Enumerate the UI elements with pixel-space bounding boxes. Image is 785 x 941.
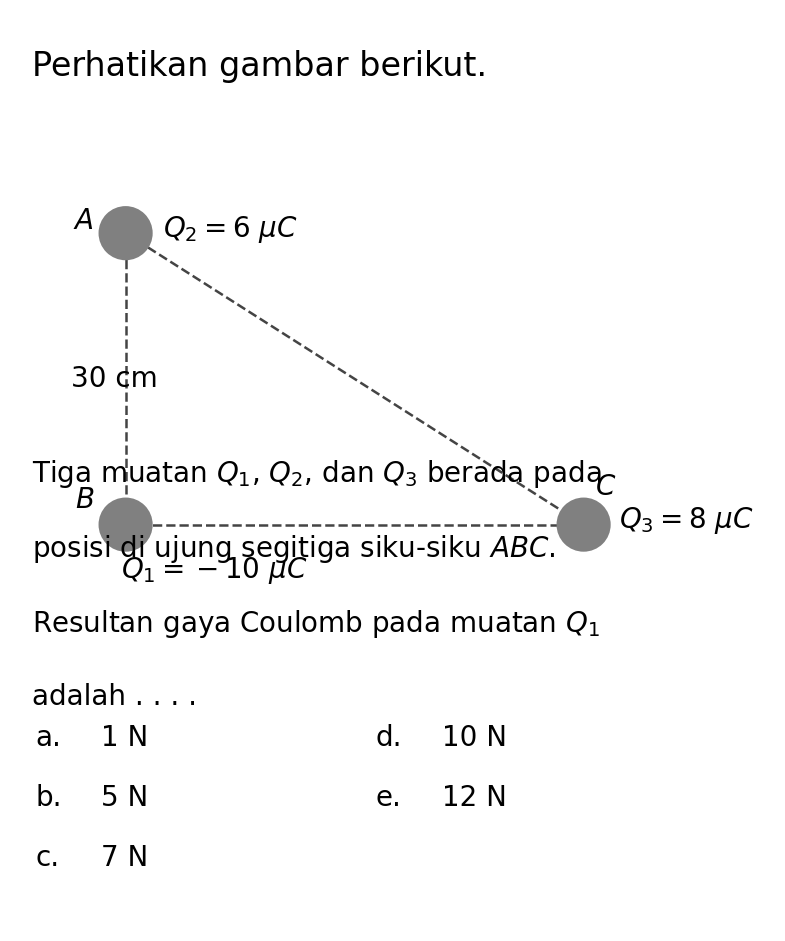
Text: 5 N: 5 N — [100, 785, 148, 812]
Point — [577, 518, 590, 533]
Text: c.: c. — [35, 844, 60, 872]
Text: posisi di ujung segitiga siku-siku $ABC$.: posisi di ujung segitiga siku-siku $ABC$… — [32, 533, 556, 565]
Text: $Q_1 = -10\ \mu C$: $Q_1 = -10\ \mu C$ — [122, 555, 308, 586]
Point — [119, 226, 132, 241]
Text: d.: d. — [375, 725, 402, 753]
Text: 10 N: 10 N — [442, 725, 507, 753]
Text: Tiga muatan $Q_1$, $Q_2$, dan $Q_3$ berada pada: Tiga muatan $Q_1$, $Q_2$, dan $Q_3$ bera… — [32, 458, 602, 490]
Text: b.: b. — [35, 785, 62, 812]
Text: B: B — [75, 486, 94, 514]
Text: 12 N: 12 N — [442, 785, 507, 812]
Point — [119, 518, 132, 533]
Text: A: A — [75, 207, 94, 234]
Text: Perhatikan gambar berikut.: Perhatikan gambar berikut. — [32, 50, 487, 83]
Text: $Q_3 = 8\ \mu C$: $Q_3 = 8\ \mu C$ — [619, 505, 754, 536]
Text: Resultan gaya Coulomb pada muatan $Q_1$: Resultan gaya Coulomb pada muatan $Q_1$ — [32, 608, 601, 640]
Text: 30 cm: 30 cm — [71, 365, 159, 393]
Text: 1 N: 1 N — [100, 725, 148, 753]
Text: $Q_2 = 6\ \mu C$: $Q_2 = 6\ \mu C$ — [163, 214, 298, 245]
Text: a.: a. — [35, 725, 61, 753]
Text: 7 N: 7 N — [100, 844, 148, 872]
Text: e.: e. — [375, 785, 401, 812]
Text: C: C — [596, 473, 615, 502]
Text: adalah . . . .: adalah . . . . — [32, 683, 197, 710]
